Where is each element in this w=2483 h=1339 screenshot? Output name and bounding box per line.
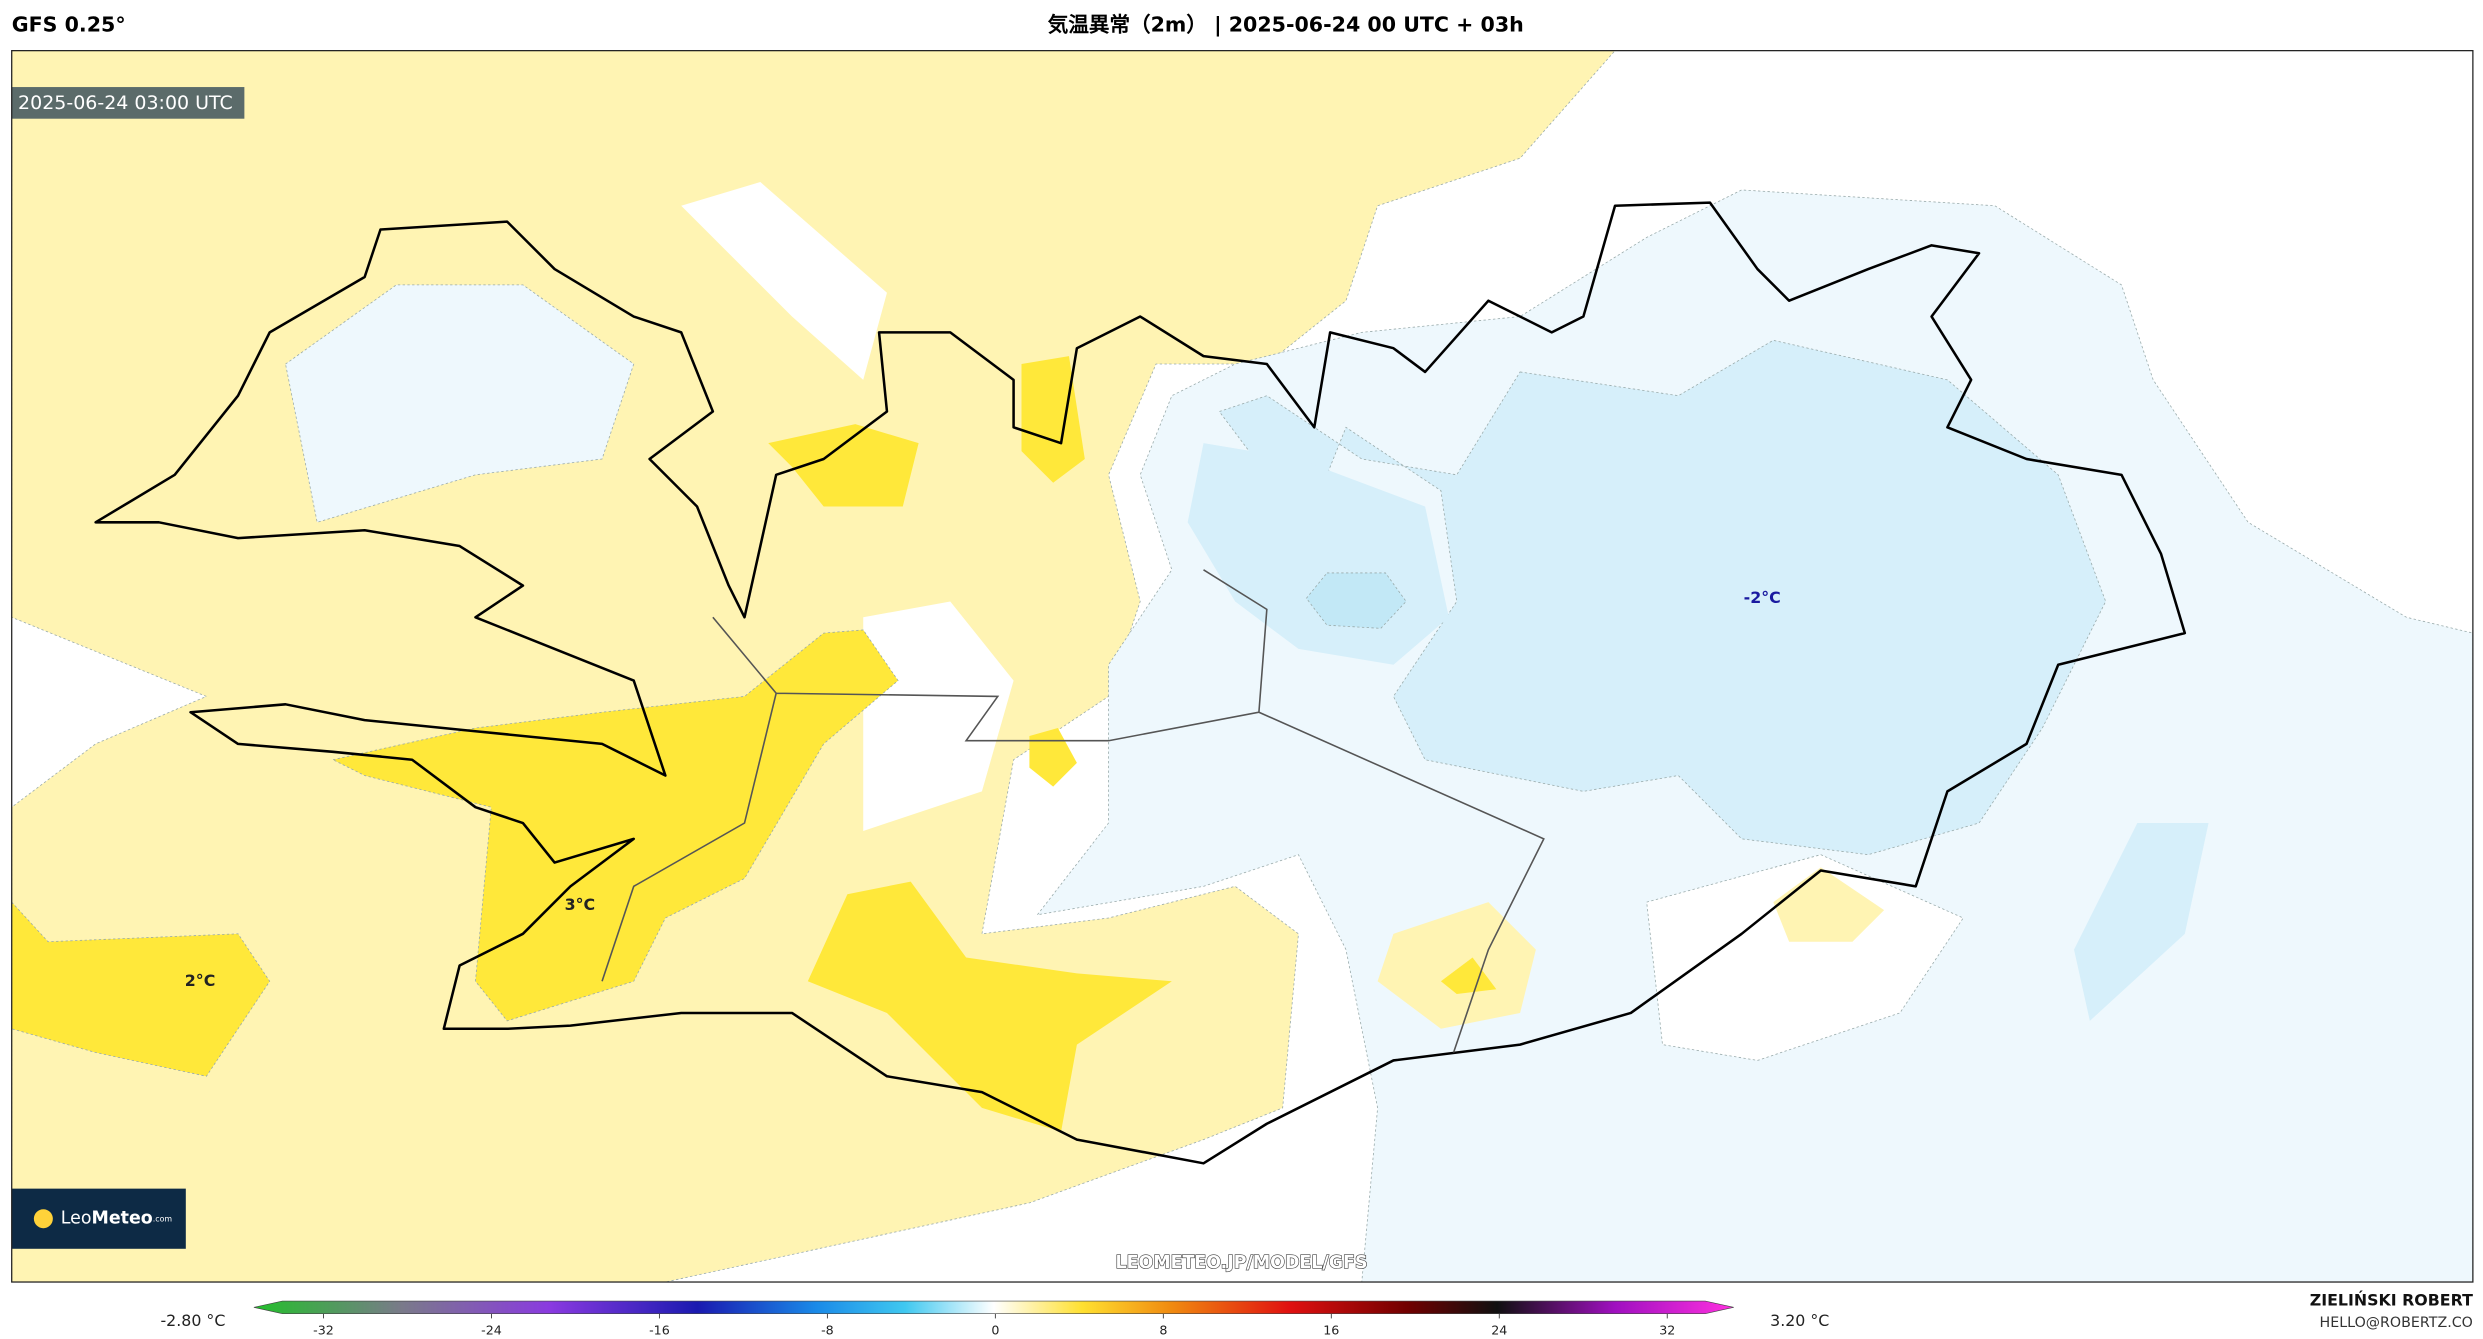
colorbar-tick-label: 8 <box>1159 1323 1167 1338</box>
colorbar-tick-label: 24 <box>1491 1323 1507 1338</box>
value-label: 3°C <box>565 895 596 914</box>
anomaly-area <box>2074 823 2209 1021</box>
email: HELLO@ROBERTZ.CO <box>2320 1315 2473 1331</box>
colorbar-tick-label: 0 <box>991 1323 999 1338</box>
anomaly-area <box>768 424 919 507</box>
anomaly-area <box>285 284 635 523</box>
colorbar-tick-label: 16 <box>1323 1323 1339 1338</box>
logo-sun <box>33 1209 53 1229</box>
map-frame <box>11 50 2474 1283</box>
logo-bold: Meteo <box>92 1209 153 1229</box>
timestamp-box <box>11 87 245 119</box>
anomaly-area <box>1218 339 2107 856</box>
value-label: -2°C <box>1744 588 1781 607</box>
colorbar-tick-label: -24 <box>481 1323 502 1338</box>
anomaly-area <box>1440 957 1497 994</box>
region-border <box>601 569 1545 1053</box>
title: 気温異常（2m） | 2025-06-24 00 UTC + 03h <box>1048 12 1524 37</box>
author: ZIELIŃSKI ROBERT <box>2310 1291 2473 1310</box>
anomaly-area <box>863 601 1014 831</box>
colorbar-tick-label: -32 <box>313 1323 334 1338</box>
logo-suffix: .com <box>153 1214 173 1223</box>
anomaly-area <box>331 629 899 1022</box>
model-name: GFS 0.25° <box>12 12 126 36</box>
anomaly-area <box>11 901 271 1077</box>
anomaly-area <box>681 182 887 380</box>
logo-light: Leo <box>61 1209 92 1229</box>
anomaly-area <box>1646 854 1964 1061</box>
anomaly-area <box>1305 572 1407 629</box>
anomaly-area <box>1029 728 1077 787</box>
anomaly-area <box>807 881 1172 1132</box>
colorbar-max: 3.20 °C <box>1770 1311 1829 1330</box>
colorbar-tick-label: -8 <box>821 1323 834 1338</box>
colorbar-tick-label: -16 <box>649 1323 670 1338</box>
colorbar-tick-label: 32 <box>1659 1323 1675 1338</box>
map: 2025-06-24 03:00 UTC -2°C 3°C 2°C LeoMet… <box>11 50 2473 1283</box>
watermark: LEOMETEO.JP/MODEL/GFS <box>1116 1253 1368 1273</box>
colorbar: -32 -24 -16 -8 0 8 16 24 32 <box>253 1300 1734 1338</box>
colorbar-scale <box>253 1300 1734 1314</box>
colorbar-min: -2.80 °C <box>160 1311 225 1330</box>
anomaly-area <box>1021 356 1085 483</box>
value-label: 2°C <box>185 971 216 990</box>
timestamp: 2025-06-24 03:00 UTC <box>18 92 233 114</box>
logo: LeoMeteo.com <box>61 1209 173 1229</box>
coastline <box>94 201 2187 1165</box>
